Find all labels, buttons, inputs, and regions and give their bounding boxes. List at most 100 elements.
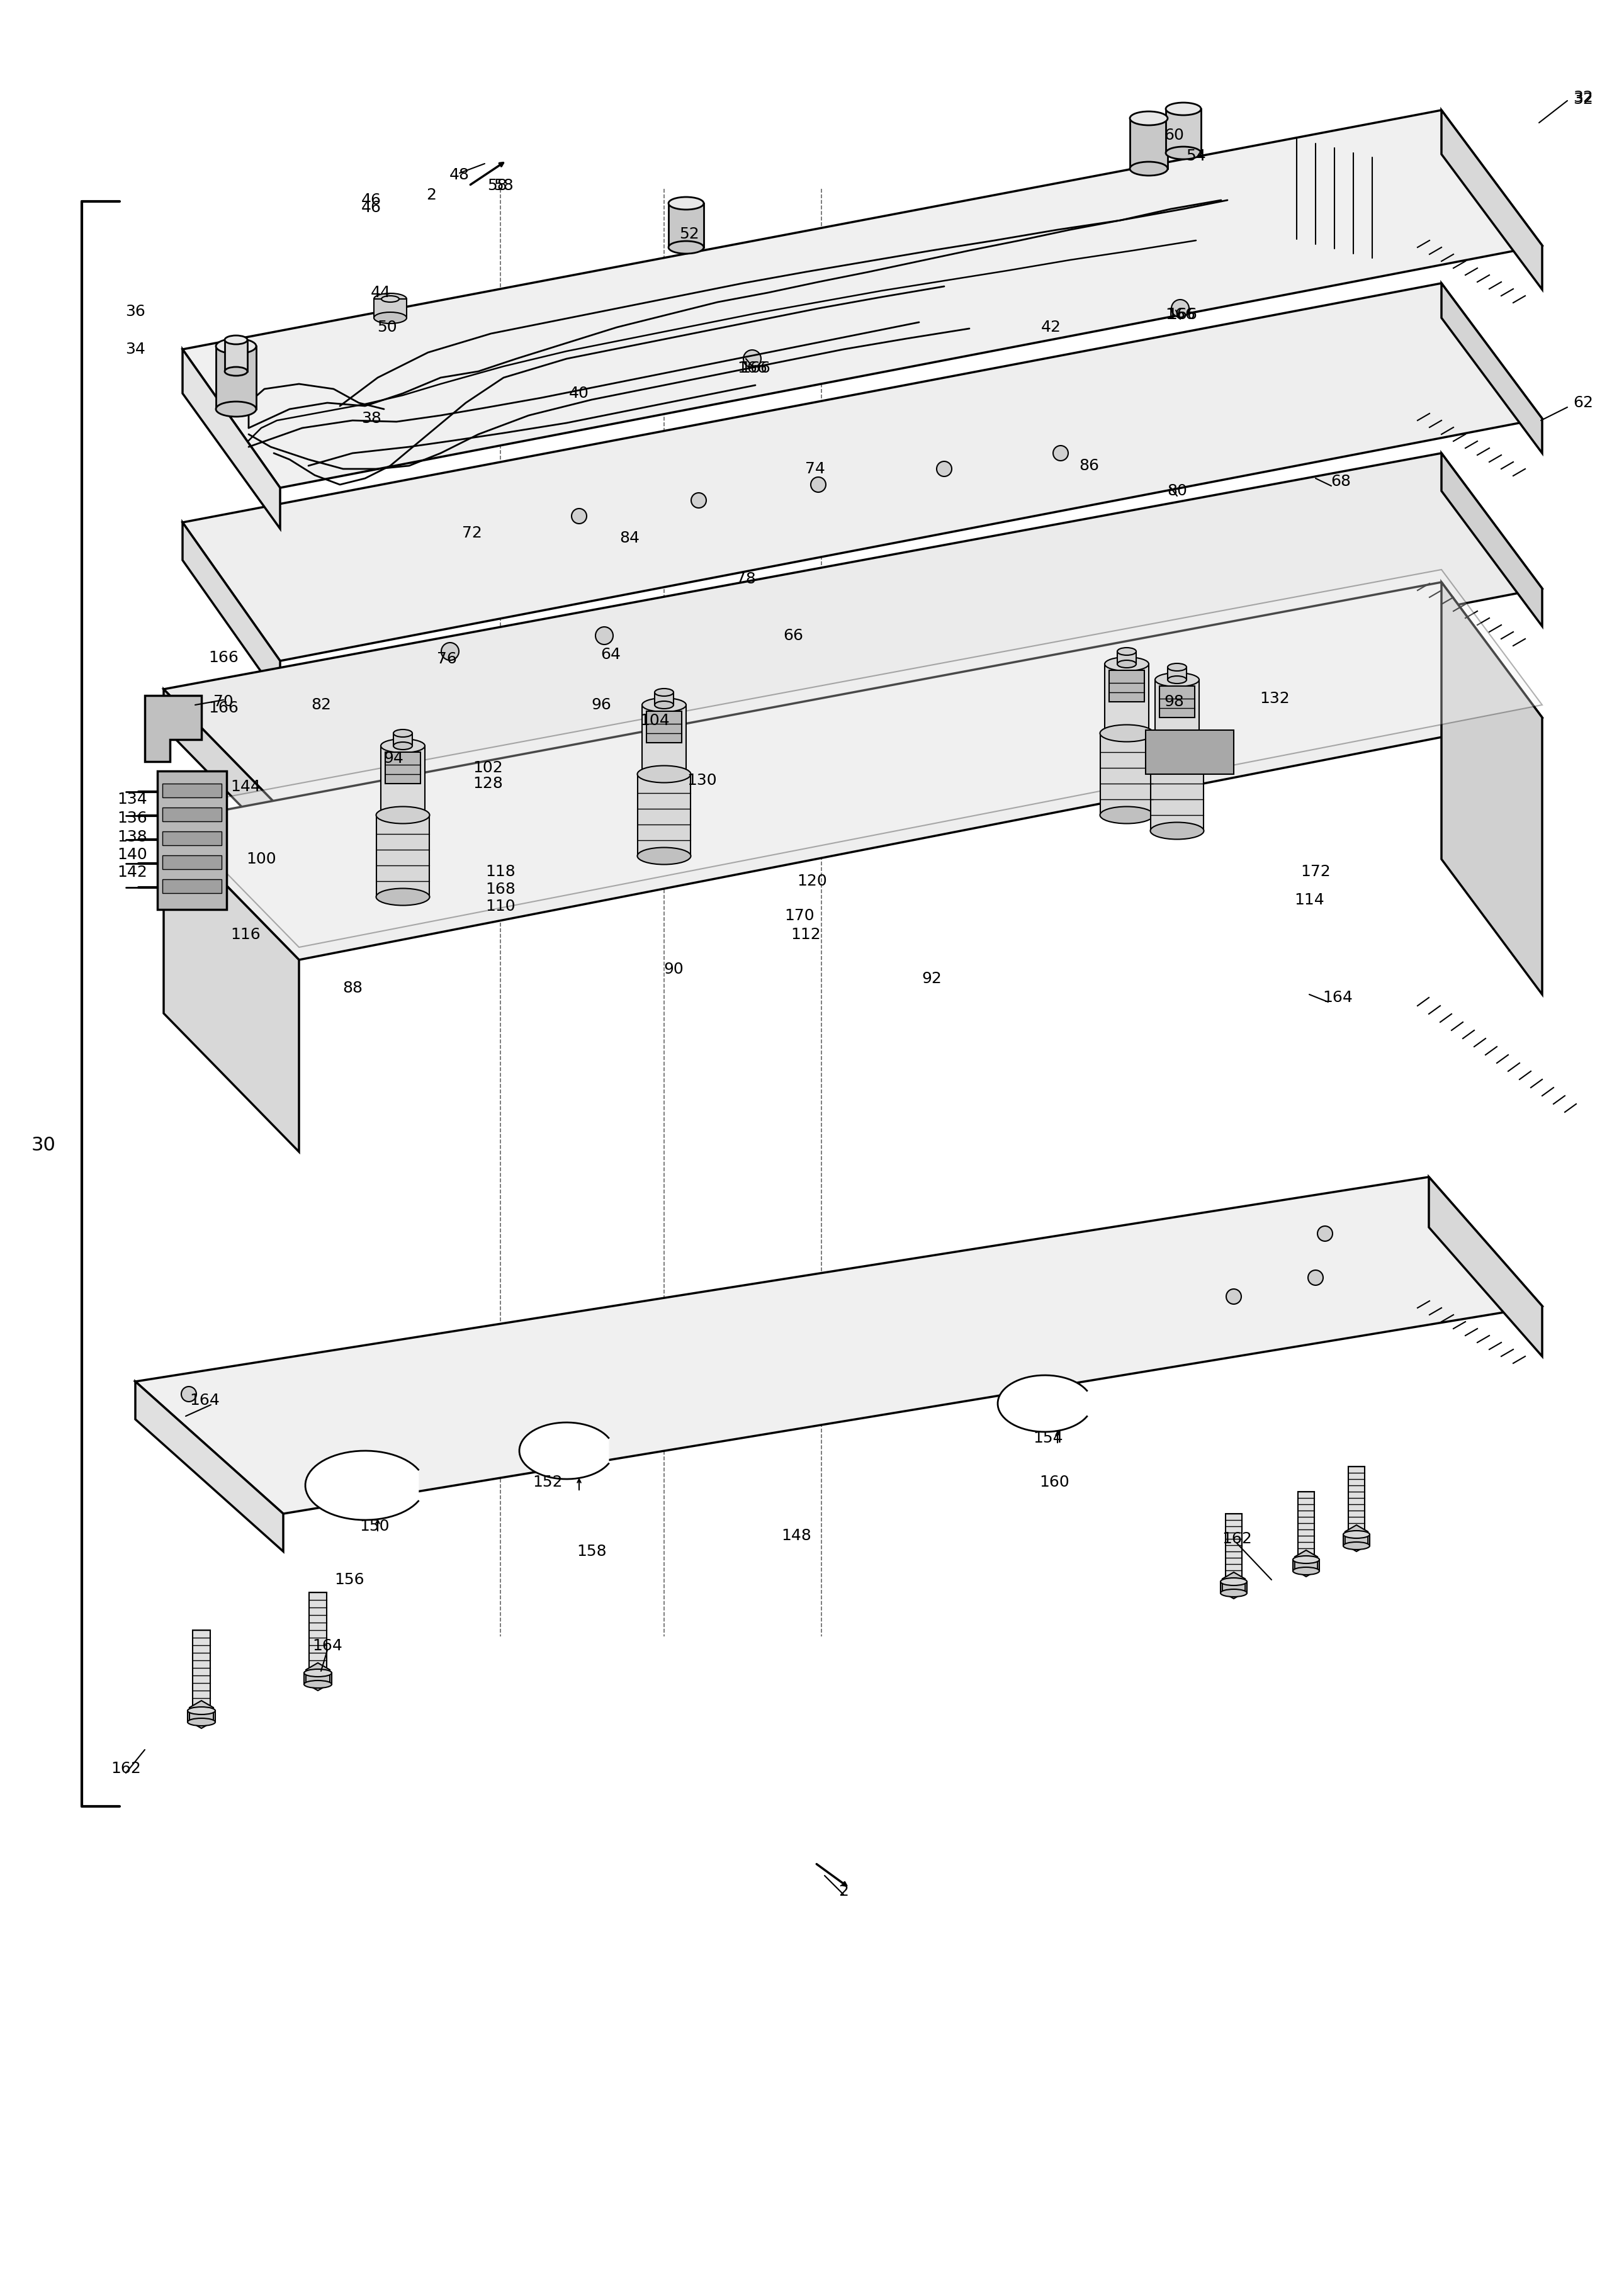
Polygon shape bbox=[158, 772, 227, 910]
Polygon shape bbox=[997, 1375, 1086, 1432]
Polygon shape bbox=[638, 774, 690, 857]
Ellipse shape bbox=[188, 1707, 216, 1714]
Polygon shape bbox=[1429, 1178, 1543, 1356]
Polygon shape bbox=[182, 110, 1543, 488]
Polygon shape bbox=[304, 1672, 331, 1684]
Ellipse shape bbox=[1150, 740, 1203, 758]
Circle shape bbox=[182, 1386, 197, 1402]
Text: 2: 2 bbox=[425, 188, 437, 202]
Ellipse shape bbox=[669, 241, 703, 254]
Polygon shape bbox=[1151, 749, 1203, 832]
Text: 166: 166 bbox=[1168, 307, 1197, 323]
Text: 138: 138 bbox=[117, 829, 148, 845]
Ellipse shape bbox=[1130, 112, 1168, 126]
Circle shape bbox=[937, 460, 952, 477]
Polygon shape bbox=[190, 1700, 213, 1727]
Ellipse shape bbox=[393, 742, 412, 749]
Ellipse shape bbox=[380, 809, 425, 822]
Polygon shape bbox=[162, 806, 221, 822]
Text: 94: 94 bbox=[383, 751, 403, 765]
Text: 32: 32 bbox=[1574, 89, 1593, 105]
Polygon shape bbox=[377, 816, 429, 896]
Polygon shape bbox=[182, 348, 279, 529]
Text: 114: 114 bbox=[1294, 893, 1324, 907]
Text: 164: 164 bbox=[190, 1393, 219, 1409]
Polygon shape bbox=[646, 710, 682, 742]
Ellipse shape bbox=[1221, 1578, 1247, 1585]
Ellipse shape bbox=[188, 1718, 216, 1725]
Polygon shape bbox=[145, 696, 201, 761]
Text: 134: 134 bbox=[117, 793, 148, 806]
Ellipse shape bbox=[1117, 648, 1137, 655]
Ellipse shape bbox=[1293, 1556, 1319, 1562]
Text: 72: 72 bbox=[463, 525, 482, 541]
Text: 46: 46 bbox=[361, 192, 382, 208]
Polygon shape bbox=[305, 1450, 419, 1519]
Ellipse shape bbox=[393, 729, 412, 738]
Text: 156: 156 bbox=[335, 1572, 364, 1588]
Circle shape bbox=[744, 351, 762, 367]
Polygon shape bbox=[135, 1178, 1543, 1514]
Ellipse shape bbox=[641, 767, 685, 781]
Polygon shape bbox=[164, 822, 299, 1152]
Circle shape bbox=[692, 493, 706, 509]
Polygon shape bbox=[164, 690, 299, 866]
Text: 162: 162 bbox=[110, 1762, 141, 1776]
Circle shape bbox=[1171, 300, 1189, 316]
Polygon shape bbox=[1130, 119, 1168, 170]
Polygon shape bbox=[1442, 582, 1543, 994]
Polygon shape bbox=[162, 880, 221, 893]
Ellipse shape bbox=[1168, 676, 1187, 683]
Text: 104: 104 bbox=[640, 713, 669, 729]
Polygon shape bbox=[1442, 284, 1543, 454]
Text: 166: 166 bbox=[737, 360, 767, 376]
Text: 116: 116 bbox=[231, 928, 260, 942]
Ellipse shape bbox=[1221, 1590, 1247, 1597]
Text: 84: 84 bbox=[619, 532, 640, 545]
Text: 164: 164 bbox=[1322, 990, 1353, 1006]
Text: 96: 96 bbox=[591, 696, 611, 713]
Text: 142: 142 bbox=[117, 864, 148, 880]
Text: 170: 170 bbox=[784, 907, 814, 923]
Text: 52: 52 bbox=[679, 227, 700, 241]
Ellipse shape bbox=[637, 848, 690, 864]
Ellipse shape bbox=[224, 334, 247, 344]
Text: 172: 172 bbox=[1301, 864, 1330, 880]
Ellipse shape bbox=[377, 889, 430, 905]
Ellipse shape bbox=[1168, 664, 1187, 671]
Text: 162: 162 bbox=[1221, 1530, 1252, 1546]
Text: 140: 140 bbox=[117, 848, 148, 861]
Polygon shape bbox=[1226, 1514, 1242, 1576]
Polygon shape bbox=[162, 832, 221, 845]
Text: 70: 70 bbox=[213, 694, 234, 710]
Text: 38: 38 bbox=[362, 410, 382, 426]
Polygon shape bbox=[1442, 454, 1543, 625]
Polygon shape bbox=[193, 1631, 209, 1707]
Polygon shape bbox=[1160, 685, 1195, 717]
Text: 58: 58 bbox=[487, 179, 507, 192]
Text: 66: 66 bbox=[783, 628, 804, 644]
Text: 164: 164 bbox=[312, 1638, 343, 1654]
Ellipse shape bbox=[1166, 147, 1202, 160]
Ellipse shape bbox=[1293, 1567, 1319, 1574]
Text: 76: 76 bbox=[437, 651, 456, 667]
Polygon shape bbox=[1298, 1491, 1314, 1556]
Ellipse shape bbox=[1166, 103, 1202, 115]
Circle shape bbox=[442, 641, 460, 660]
Text: 62: 62 bbox=[1574, 396, 1593, 410]
Text: 64: 64 bbox=[601, 646, 620, 662]
Ellipse shape bbox=[216, 401, 257, 417]
Text: 160: 160 bbox=[1039, 1475, 1069, 1489]
Ellipse shape bbox=[1150, 822, 1203, 839]
Ellipse shape bbox=[380, 740, 425, 754]
Text: 82: 82 bbox=[310, 696, 331, 713]
Polygon shape bbox=[1343, 1535, 1369, 1546]
Polygon shape bbox=[1117, 651, 1137, 664]
Ellipse shape bbox=[304, 1682, 331, 1688]
Text: 132: 132 bbox=[1260, 692, 1289, 706]
Text: 46: 46 bbox=[361, 199, 382, 215]
Circle shape bbox=[1052, 447, 1069, 460]
Text: 54: 54 bbox=[1186, 149, 1207, 163]
Text: 166: 166 bbox=[208, 701, 239, 715]
Text: 68: 68 bbox=[1330, 474, 1351, 488]
